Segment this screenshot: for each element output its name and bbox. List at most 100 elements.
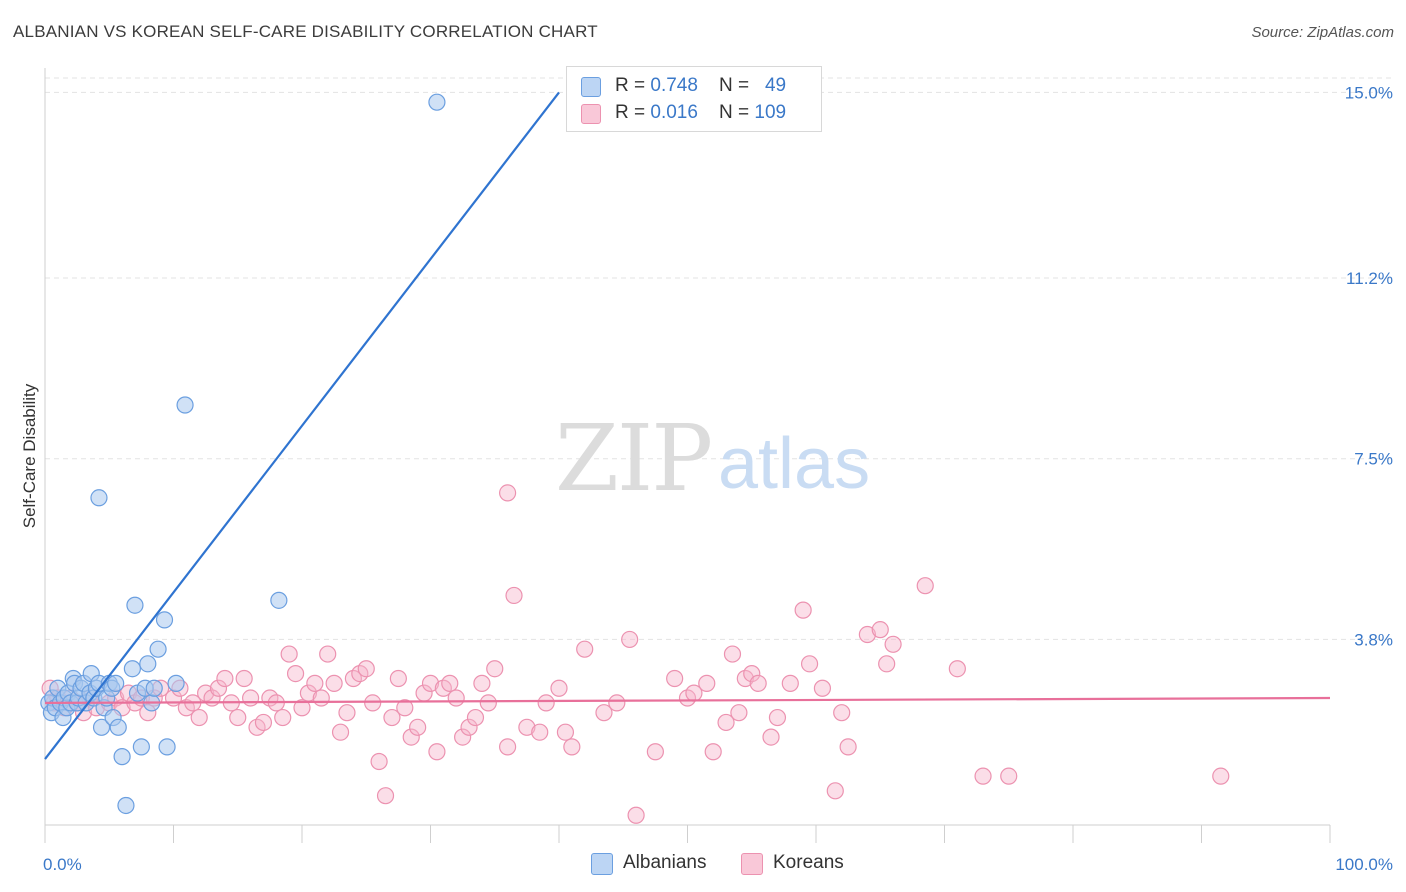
- korean-point: [813, 679, 832, 697]
- korean-point: [781, 674, 799, 692]
- n-label: N =: [719, 75, 755, 96]
- korean-point: [376, 787, 395, 805]
- korean-point: [595, 704, 613, 722]
- korean-point: [293, 699, 311, 717]
- korean-point: [826, 782, 844, 800]
- korean-stats: R = 0.016 N = 109: [615, 102, 786, 124]
- korean-point: [274, 708, 292, 727]
- watermark-atlas: atlas: [718, 424, 870, 504]
- korean-point: [646, 743, 664, 761]
- correlation-legend: R = 0.748 N = 49 R = 0.016 N = 109: [566, 66, 822, 132]
- albanian-point: [117, 796, 135, 815]
- korean-point: [878, 655, 896, 673]
- watermark: ZIP atlas: [555, 405, 870, 512]
- r-value: 0.748: [650, 75, 698, 96]
- korean-point: [518, 718, 536, 736]
- n-value: 49: [764, 75, 787, 96]
- r-value: 0.016: [650, 102, 698, 123]
- chart-title: ALBANIAN VS KOREAN SELF-CARE DISABILITY …: [13, 22, 598, 41]
- korean-point: [190, 708, 208, 727]
- grid-lines: [45, 77, 1395, 640]
- albanian-point: [167, 674, 185, 692]
- y-tick-label: 11.2%: [1346, 269, 1393, 288]
- korean-point: [499, 484, 517, 502]
- albanian-point: [158, 738, 176, 756]
- korean-point: [229, 708, 247, 727]
- korean-point: [402, 728, 420, 746]
- korean-point: [974, 767, 992, 785]
- korean-point: [499, 738, 517, 756]
- korean-point: [409, 718, 427, 736]
- korean-point: [948, 660, 966, 678]
- albanian-point: [90, 489, 108, 507]
- albanian-trend-line: [44, 91, 560, 760]
- korean-point: [666, 669, 684, 688]
- albanian-point: [176, 396, 194, 414]
- korean-point: [1212, 767, 1230, 785]
- korean-point: [242, 689, 260, 707]
- n-label: N =: [719, 102, 755, 123]
- korean-point: [768, 708, 787, 727]
- korean-point: [460, 718, 478, 736]
- korean-point: [306, 674, 324, 692]
- korean-trend-line: [44, 696, 1331, 705]
- korean-point: [331, 723, 350, 741]
- korean-point: [858, 625, 877, 644]
- korean-point: [608, 694, 626, 712]
- trend-lines: [44, 91, 1331, 760]
- korean-point: [235, 669, 253, 688]
- y-axis-label: Self-Care Disability: [20, 383, 39, 528]
- korean-point: [286, 664, 305, 683]
- korean-point: [916, 577, 934, 595]
- korean-point: [428, 743, 446, 761]
- korean-point: [794, 601, 812, 619]
- korean-point: [486, 660, 504, 678]
- korean-point: [441, 674, 459, 692]
- watermark-zip: ZIP: [555, 405, 711, 512]
- albanian-point: [126, 596, 144, 614]
- korean-point: [1000, 767, 1018, 785]
- korean-point: [871, 621, 889, 639]
- korean-point: [704, 743, 722, 761]
- korean-point: [730, 704, 748, 722]
- series-legend: Albanians Koreans: [0, 852, 1406, 878]
- korean-point: [556, 723, 575, 741]
- korean-point: [479, 694, 497, 712]
- x-tick-label-max: 100.0%: [1335, 855, 1393, 874]
- korean-point: [531, 723, 549, 741]
- korean-point: [800, 655, 819, 673]
- korean-point: [576, 640, 594, 658]
- korean-point: [370, 752, 388, 771]
- korean-point: [209, 679, 228, 697]
- albanian-point: [155, 611, 174, 629]
- korean-point: [421, 674, 440, 692]
- korean-point: [383, 708, 401, 727]
- albanian-point: [270, 591, 288, 609]
- korean-point: [454, 728, 472, 746]
- korean-point: [833, 704, 851, 722]
- albanian-swatch: [581, 77, 601, 97]
- korean-point: [216, 669, 234, 688]
- korean-legend-swatch: [741, 853, 763, 875]
- albanian-point: [428, 93, 446, 111]
- albanian-point: [92, 718, 111, 736]
- korean-point: [884, 635, 902, 653]
- korean-point: [698, 674, 716, 692]
- korean-point: [743, 664, 761, 683]
- albanian-point: [149, 640, 167, 658]
- korean-swatch: [581, 104, 601, 124]
- y-tick-label: 7.5%: [1354, 450, 1393, 469]
- korean-point: [762, 728, 780, 746]
- albanian-point: [132, 738, 150, 756]
- korean-point: [389, 669, 407, 688]
- korean-point: [325, 674, 343, 692]
- korean-point: [312, 689, 330, 707]
- korean-point: [537, 694, 555, 712]
- korean-point: [319, 645, 337, 663]
- korean-point: [749, 674, 767, 692]
- y-tick-label: 15.0%: [1345, 83, 1393, 102]
- korean-point: [550, 679, 568, 697]
- tick-labels: 3.8% 7.5% 11.2% 15.0% 0.0% 100.0% Self-Care Di…: [20, 83, 1393, 874]
- korean-point: [839, 738, 857, 756]
